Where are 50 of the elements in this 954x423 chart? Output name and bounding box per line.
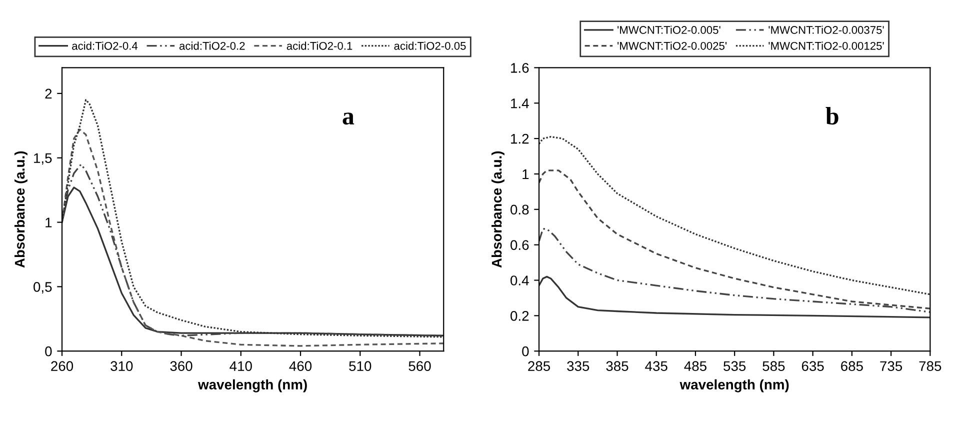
x-tick-label: 585: [762, 361, 785, 372]
annotation: a: [342, 112, 354, 125]
annotation: b: [826, 107, 838, 125]
x-tick-label: 435: [645, 361, 668, 372]
x-tick-label: 735: [880, 361, 902, 372]
x-tick-label: 310: [110, 361, 133, 372]
legend-label: acid:TiO2-0.05: [394, 42, 466, 50]
y-tick-label: 1: [522, 169, 529, 179]
y-axis-title: Absorbance (a.u.): [14, 151, 28, 268]
line-series: [539, 170, 930, 310]
y-tick-label: 0: [522, 346, 529, 356]
x-tick-label: 535: [724, 361, 746, 372]
x-tick-label: 285: [528, 361, 550, 372]
y-tick-label: 1.6: [511, 63, 529, 73]
x-tick-label: 635: [802, 361, 824, 372]
line-series: [62, 128, 444, 347]
x-tick-label: 260: [51, 361, 74, 372]
x-axis-title: wavelength (nm): [680, 379, 789, 392]
x-tick-label: 785: [919, 361, 942, 372]
x-tick-label: 335: [567, 361, 590, 372]
x-tick-label: 385: [606, 361, 628, 372]
legend-label: 'MWCNT:TiO2-0.005': [618, 26, 720, 34]
y-tick-label: 0.6: [510, 240, 529, 250]
legend-label: 'MWCNT:TiO2-0.0025': [618, 42, 726, 50]
y-tick-label: 1: [46, 218, 52, 228]
x-tick-label: 685: [841, 361, 863, 372]
y-tick-label: 0.4: [510, 276, 529, 286]
x-tick-label: 485: [684, 361, 706, 372]
legend-label: acid:TiO2-0.2: [179, 42, 245, 50]
y-tick-label: 0: [45, 346, 52, 356]
line-series: [539, 136, 930, 296]
legend-label: 'MWCNT:TiO2-0.00375': [768, 26, 884, 34]
line-series: [539, 276, 930, 318]
x-tick-label: 560: [408, 361, 431, 372]
y-axis-title: Absorbance (a.u.): [491, 151, 504, 268]
x-tick-label: 410: [230, 361, 252, 372]
y-tick-label: 1.4: [511, 98, 529, 108]
y-tick-label: 1.2: [511, 134, 529, 144]
legend-label: acid:TiO2-0.4: [72, 42, 138, 50]
legend-label: acid:TiO2-0.1: [286, 42, 352, 50]
x-axis-title: wavelength (nm): [198, 379, 307, 392]
x-tick-label: 460: [289, 361, 312, 372]
legend-label: 'MWCNT:TiO2-0.00125': [768, 42, 884, 50]
y-tick-label: 1,5: [34, 153, 52, 165]
x-tick-label: 510: [349, 361, 372, 372]
y-tick-label: 0.2: [510, 311, 529, 321]
x-tick-label: 360: [170, 361, 192, 372]
y-tick-label: 2: [45, 88, 52, 98]
y-tick-label: 0,5: [34, 282, 52, 294]
y-tick-label: 0.8: [510, 204, 529, 215]
